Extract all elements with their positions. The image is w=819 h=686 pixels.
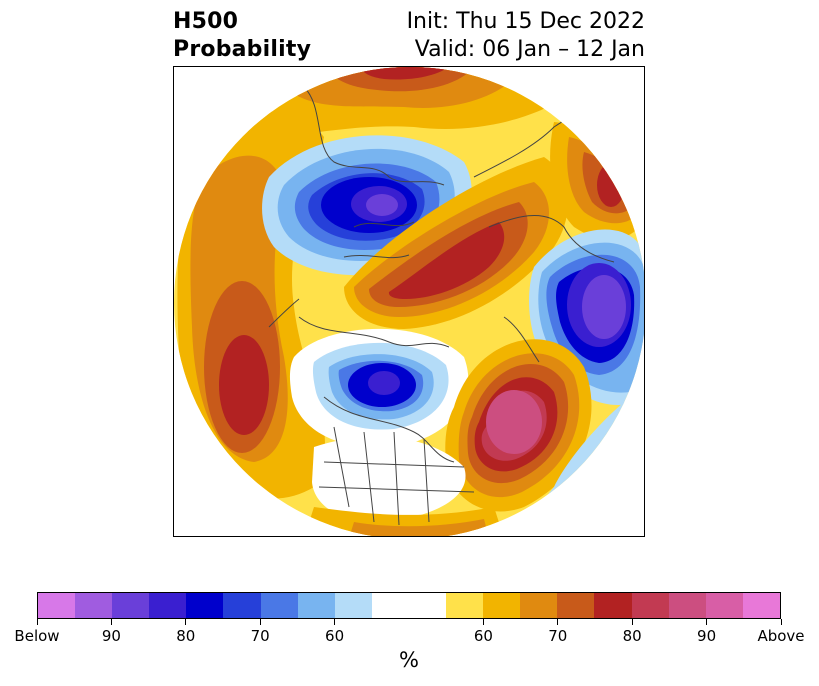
colorbar-segment bbox=[149, 593, 187, 618]
title-variable: H500 bbox=[173, 9, 239, 34]
colorbar-tick bbox=[259, 619, 261, 625]
title-product: Probability bbox=[173, 37, 312, 62]
init-date: Init: Thu 15 Dec 2022 bbox=[406, 9, 645, 34]
colorbar-tick bbox=[631, 619, 633, 625]
above-anomaly-chukotka bbox=[550, 122, 644, 240]
colorbar bbox=[37, 592, 781, 619]
colorbar-tick-label: Above bbox=[757, 627, 805, 645]
colorbar-tick-label: Below bbox=[14, 627, 60, 645]
above-anomaly-south-band bbox=[304, 436, 504, 536]
colorbar-segment bbox=[112, 593, 150, 618]
colorbar-segment bbox=[594, 593, 632, 618]
chart-title-right: Init: Thu 15 Dec 2022 Valid: 06 Jan – 12… bbox=[407, 8, 645, 64]
colorbar-segment bbox=[75, 593, 113, 618]
colorbar-tick-label: 70 bbox=[250, 627, 270, 645]
colorbar-tick bbox=[482, 619, 484, 625]
above-anomaly-arctic-top bbox=[234, 67, 594, 135]
valid-range: Valid: 06 Jan – 12 Jan bbox=[414, 37, 645, 62]
above-anomaly-north-atlantic bbox=[445, 339, 592, 512]
colorbar-tick bbox=[185, 619, 187, 625]
colorbar-tick-label: 70 bbox=[548, 627, 568, 645]
colorbar-segment bbox=[38, 593, 76, 618]
colorbar-segment bbox=[557, 593, 595, 618]
colorbar-segment bbox=[705, 593, 743, 618]
colorbar-tick-label: 90 bbox=[697, 627, 717, 645]
colorbar-tick-label: 80 bbox=[176, 627, 196, 645]
probability-map bbox=[174, 67, 644, 536]
map-panel bbox=[173, 66, 645, 537]
colorbar-segment bbox=[371, 593, 409, 618]
colorbar-tick-label: 90 bbox=[101, 627, 121, 645]
colorbar-tick bbox=[780, 619, 782, 625]
colorbar-segment bbox=[742, 593, 780, 618]
colorbar-segment bbox=[483, 593, 521, 618]
colorbar-segment bbox=[297, 593, 335, 618]
colorbar-tick-label: 80 bbox=[622, 627, 642, 645]
colorbar-segment bbox=[668, 593, 706, 618]
colorbar-segment bbox=[334, 593, 372, 618]
colorbar-tick bbox=[557, 619, 559, 625]
colorbar-tick-label: 60 bbox=[473, 627, 493, 645]
colorbar-tick bbox=[706, 619, 708, 625]
colorbar-segment bbox=[520, 593, 558, 618]
below-anomaly-hudson-bay bbox=[289, 328, 469, 448]
colorbar-segment bbox=[223, 593, 261, 618]
colorbar-tick bbox=[36, 619, 38, 625]
above-anomaly-arctic-ocean bbox=[344, 157, 568, 329]
colorbar-segment bbox=[260, 593, 298, 618]
colorbar-unit-label: % bbox=[399, 648, 419, 672]
colorbar-tick bbox=[110, 619, 112, 625]
colorbar-tick bbox=[334, 619, 336, 625]
colorbar-tick-label: 60 bbox=[325, 627, 345, 645]
chart-title-left: H500 Probability bbox=[173, 8, 311, 64]
colorbar-segment bbox=[408, 593, 447, 618]
colorbar-segment bbox=[631, 593, 669, 618]
colorbar-segment bbox=[446, 593, 484, 618]
colorbar-segment bbox=[186, 593, 224, 618]
